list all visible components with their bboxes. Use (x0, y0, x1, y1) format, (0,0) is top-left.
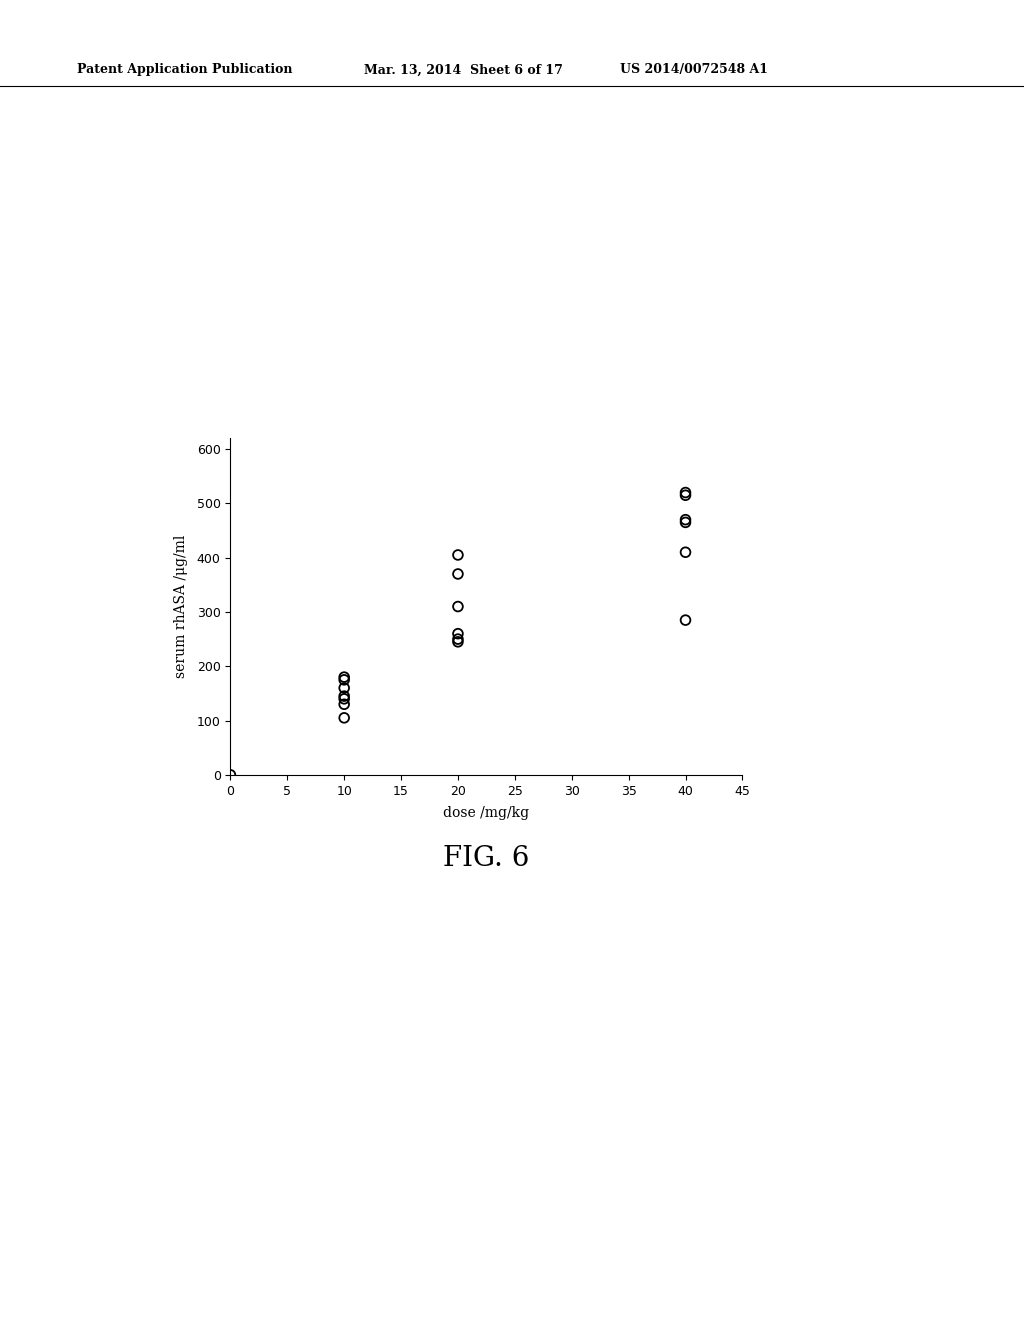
Point (336, 669, 352, 690)
Point (222, 764, 239, 785)
Point (336, 667, 352, 688)
Point (336, 708, 352, 729)
Point (677, 512, 693, 533)
Y-axis label: serum rhASA /μg/ml: serum rhASA /μg/ml (174, 535, 188, 678)
Point (336, 677, 352, 698)
Point (450, 631, 466, 652)
Point (450, 628, 466, 649)
Text: Patent Application Publication: Patent Application Publication (77, 63, 292, 77)
Point (450, 564, 466, 585)
Point (336, 688, 352, 709)
Point (336, 685, 352, 706)
Point (677, 484, 693, 506)
Point (450, 597, 466, 618)
Point (677, 482, 693, 503)
Text: US 2014/0072548 A1: US 2014/0072548 A1 (620, 63, 768, 77)
Text: Mar. 13, 2014  Sheet 6 of 17: Mar. 13, 2014 Sheet 6 of 17 (364, 63, 562, 77)
Point (677, 541, 693, 562)
Point (677, 610, 693, 631)
X-axis label: dose /mg/kg: dose /mg/kg (443, 807, 529, 820)
Text: FIG. 6: FIG. 6 (443, 845, 529, 871)
Point (336, 694, 352, 715)
Point (450, 544, 466, 565)
Point (677, 510, 693, 531)
Point (450, 623, 466, 644)
